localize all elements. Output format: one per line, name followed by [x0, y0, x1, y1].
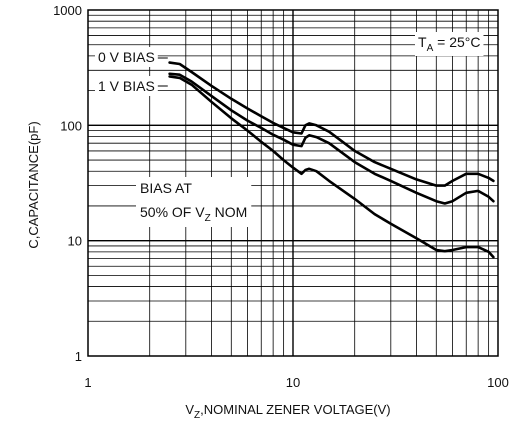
series-line-3: [168, 75, 495, 259]
bias50-label-box: [136, 177, 252, 227]
curves: [168, 61, 495, 259]
series-line-2: [168, 72, 495, 205]
plot-frame: [87, 9, 499, 357]
y-tick-label: 1: [75, 349, 82, 364]
x-axis-title: VZ,NOMINAL ZENER VOLTAGE(V): [185, 402, 390, 421]
bias50-label-line2: 50% OF VZ NOM: [140, 204, 247, 224]
x-tick-label: 100: [487, 375, 509, 390]
y-tick-label: 100: [60, 118, 82, 133]
y-tick-label: 1000: [53, 3, 82, 18]
temperature-label: TA = 25°C: [418, 34, 480, 54]
grid: [88, 10, 498, 356]
x-tick-label: 1: [84, 375, 91, 390]
temperature-label-box: [415, 32, 484, 56]
x-tick-label: 10: [286, 375, 300, 390]
series-line-1: [168, 61, 495, 187]
bias50-label-line1: BIAS AT: [140, 180, 192, 196]
tick-labels: 1 10 100 1000 1 10 100: [53, 3, 509, 390]
bias1-label-box: [95, 76, 158, 96]
bias0-label: 0 V BIAS: [98, 49, 155, 65]
y-tick-label: 10: [68, 234, 82, 249]
bias1-label: 1 V BIAS: [98, 78, 155, 94]
y-axis-title: C,CAPACITANCE(pF): [26, 121, 41, 248]
bias0-label-box: [95, 47, 158, 67]
